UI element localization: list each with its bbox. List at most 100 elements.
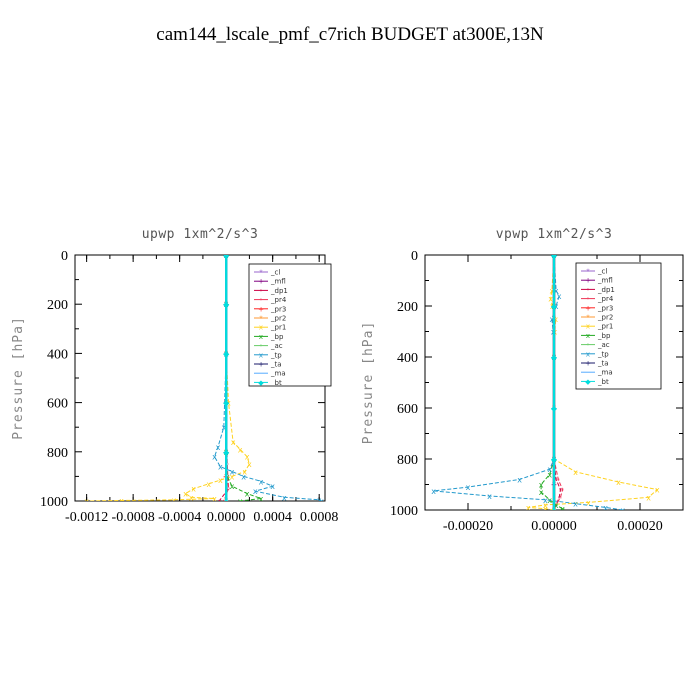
data-point-pr1: x [549,287,554,296]
data-point-pr1: x [212,495,217,504]
data-point-pr4: ◦ [556,475,561,484]
y-tick-label: 800 [397,453,418,468]
x-tick-label: -0.0012 [65,510,108,525]
data-point-tp: x [487,492,492,501]
legend-label: _bp [270,333,284,341]
legend-marker: * [259,315,263,323]
data-point-pr1: x [238,445,243,454]
y-tick-label: 800 [47,446,68,461]
legend-label: _ac [597,341,610,349]
legend-marker: * [259,269,263,277]
data-point-tp: x [221,423,226,432]
legend-marker: x [259,324,263,332]
data-point-dp1: ◦ [554,475,559,484]
data-point-bt: ◆ [223,251,230,260]
data-point-tp: x [282,493,287,502]
data-point-pr1: x [646,493,651,502]
data-point-tp: x [554,287,559,296]
data-point-pr1: x [242,467,247,476]
y-tick-label: 0 [411,249,418,264]
data-point-bt: ◆ [223,300,230,309]
data-point-tp: x [547,465,552,474]
data-point-bp: x [259,495,264,504]
data-point-bp: x [554,501,559,510]
legend-marker: ◦ [259,287,263,295]
data-point-tp: x [517,475,522,484]
data-point-bp: x [230,482,235,491]
data-point-pr1: x [655,486,660,495]
data-point-pr1: x [119,497,124,506]
legend-marker: ◦ [586,286,590,294]
legend-label: _bt [270,379,282,387]
data-point-tp: x [431,487,436,496]
data-point-pr1: x [548,294,553,303]
series-line-tp [433,255,623,510]
data-point-pr1: x [84,497,89,506]
legend-marker: * [586,268,590,276]
x-tick-label: -0.00020 [443,519,493,534]
data-point-tp: x [241,472,246,481]
data-point-pr1: x [550,302,555,311]
data-point-tp: x [317,496,322,505]
legend-marker: x [259,351,263,359]
legend-label: _tp [270,351,282,359]
legend-marker: + [585,277,591,285]
legend-box [248,263,332,387]
data-point-tp: x [620,506,625,515]
legend-marker: x [586,350,590,358]
data-point-pr1: x [247,460,252,469]
y-tick-label: 0 [61,249,68,264]
x-tick-label: -0.0008 [112,510,155,525]
legend-label: _pr3 [270,305,286,313]
panel-title: upwp 1xm^2/s^3 [142,227,259,242]
legend-label: _ta [597,360,609,368]
data-point-pr1: x [171,496,176,505]
data-point-dp1: ◦ [557,493,562,502]
data-point-pr4: ◦ [226,485,231,494]
data-point-pr1: x [231,438,236,447]
data-point-bt: ◆ [551,251,558,260]
data-point-pr1: x [191,485,196,494]
data-point-tp: x [557,292,562,301]
data-point-tp: x [573,500,578,509]
data-point-bt: ◆ [223,497,230,506]
data-point-bp: x [245,490,250,499]
data-point-tp: x [212,453,217,462]
legend-label: _pr1 [597,323,613,331]
data-point-bp: x [225,472,230,481]
data-point-dp1: ◦ [558,486,563,495]
legend-marker: ◦ [259,296,263,304]
data-point-pr4: ◦ [558,493,563,502]
legend-label: _pr2 [597,314,613,322]
panel-title: vpwp 1xm^2/s^3 [496,227,613,242]
y-tick-label: 200 [47,298,68,313]
legend-label: _dp1 [597,286,615,294]
legend-marker: + [258,361,264,369]
x-tick-label: 0.00000 [531,519,577,534]
data-point-bt: ◆ [223,448,230,457]
panel-upwp: upwp 1xm^2/s^3 Pressure [hPa] 0 200 400 600 80… [11,227,338,525]
data-point-bp: x [238,497,243,506]
data-point-tp: x [543,496,548,505]
data-point-pr1: x [573,468,578,477]
data-point-pr1: x [543,505,548,514]
data-point-tp: x [218,463,223,472]
legend-label: _pr4 [597,295,614,303]
legend-label: _ma [597,369,613,377]
legend-label: _mfl [270,278,286,286]
data-point-pr1: x [206,480,211,489]
data-point-bt: ◆ [223,399,230,408]
series-line-pr1 [528,255,659,510]
legend-label: _mfl [597,277,613,285]
legend-label: _pr1 [270,324,286,332]
y-tick-label: 1000 [40,495,68,510]
data-point-bp: x [547,470,552,479]
y-axis-label: Pressure [hPa] [11,316,26,440]
data-point-tp: x [259,477,264,486]
data-point-bt: ◆ [551,455,558,464]
data-point-tp: x [319,497,324,506]
y-tick-label: 200 [397,300,418,315]
data-point-pr1: x [543,501,548,510]
legend-label: _ma [270,370,286,378]
legend-marker: + [585,304,591,312]
